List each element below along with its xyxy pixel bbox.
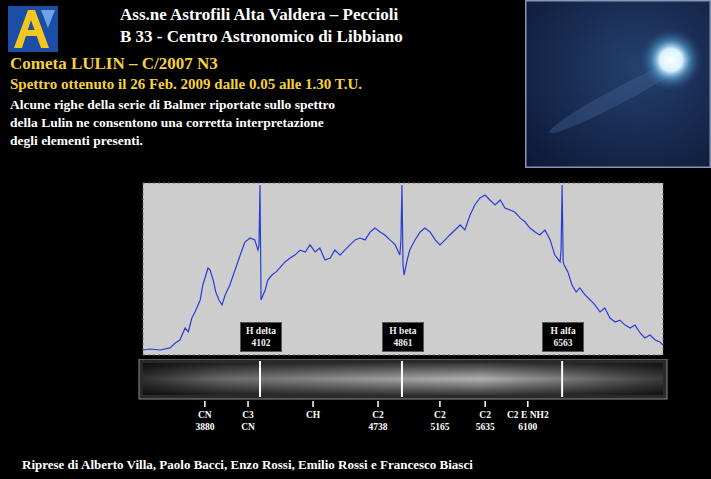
html-text:Cometa LULIN – C/2007 N3: Cometa LULIN – C/2007 N3 xyxy=(10,54,218,73)
svg-text:C2: C2 xyxy=(434,410,446,420)
svg-text:CH: CH xyxy=(306,410,321,420)
svg-text:C3: C3 xyxy=(242,410,254,420)
html-text:4861: 4861 xyxy=(393,338,413,348)
html-text:Ass.ne Astrofili Alta Valdera: Ass.ne Astrofili Alta Valdera – Peccioli xyxy=(120,5,399,24)
html-text:Riprese di Alberto Villa, Paol: Riprese di Alberto Villa, Paolo Bacci, E… xyxy=(22,457,473,472)
html-text:6563: 6563 xyxy=(553,338,573,348)
html-text:B 33 - Centro Astronomico di L: B 33 - Centro Astronomico di Libbiano xyxy=(120,27,403,46)
svg-text:CN: CN xyxy=(198,410,212,420)
html-text:Alcune righe della serie di Ba: Alcune righe della serie di Balmer ripor… xyxy=(10,97,335,112)
svg-text:C2 E NH2: C2 E NH2 xyxy=(507,410,549,420)
svg-text:5165: 5165 xyxy=(430,422,449,432)
html-text:H alfa: H alfa xyxy=(550,326,576,336)
html-text:degli elementi presenti.: degli elementi presenti. xyxy=(10,133,143,148)
svg-text:C2: C2 xyxy=(479,410,491,420)
svg-text:C2: C2 xyxy=(372,410,384,420)
svg-text:4738: 4738 xyxy=(369,422,388,432)
html-text:H delta: H delta xyxy=(246,326,276,336)
html-text:4102: 4102 xyxy=(251,338,271,348)
svg-text:6100: 6100 xyxy=(518,422,537,432)
html-text:della Lulin ne consentono una: della Lulin ne consentono una corretta i… xyxy=(10,115,324,130)
html-text:H beta: H beta xyxy=(389,326,417,336)
svg-text:5635: 5635 xyxy=(476,422,495,432)
svg-text:CN: CN xyxy=(241,422,255,432)
html-text:Spettro ottenuto il 26 Feb. 20: Spettro ottenuto il 26 Feb. 2009 dalle 0… xyxy=(10,76,363,92)
svg-text:3880: 3880 xyxy=(195,422,214,432)
